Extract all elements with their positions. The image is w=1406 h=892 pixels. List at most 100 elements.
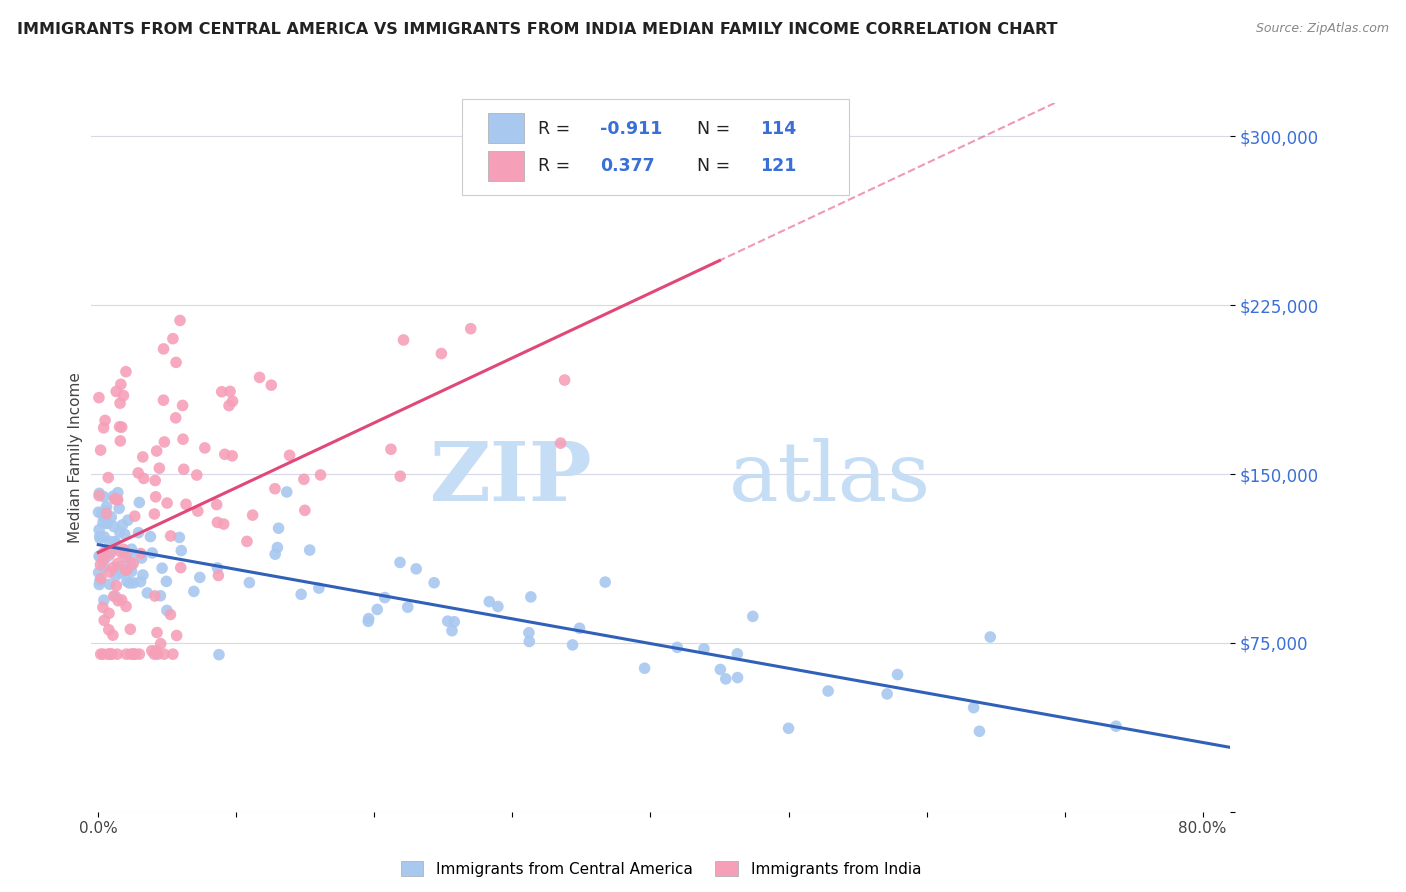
Point	[127, 466, 149, 480]
Point	[561, 638, 583, 652]
Point	[207, 516, 229, 530]
Point	[267, 521, 290, 535]
Point	[87, 489, 110, 503]
Point	[666, 640, 689, 655]
Point	[170, 560, 193, 574]
Point	[93, 560, 115, 574]
Point	[170, 543, 193, 558]
Point	[104, 535, 127, 549]
Point	[153, 435, 176, 450]
Point	[96, 507, 118, 521]
Point	[104, 568, 127, 582]
Point	[89, 577, 111, 591]
Point	[205, 498, 228, 512]
FancyBboxPatch shape	[488, 151, 524, 180]
Point	[111, 559, 134, 574]
Point	[436, 614, 458, 628]
Point	[107, 593, 129, 607]
Point	[100, 510, 122, 524]
Point	[156, 603, 179, 617]
Point	[93, 551, 115, 566]
Point	[108, 396, 131, 410]
Point	[115, 599, 138, 614]
Point	[266, 541, 288, 555]
Point	[294, 503, 316, 517]
Point	[124, 509, 146, 524]
Text: atlas: atlas	[730, 439, 931, 518]
Point	[89, 574, 111, 588]
Point	[146, 647, 169, 661]
Point	[120, 622, 142, 636]
Point	[214, 447, 236, 461]
Point	[93, 553, 115, 567]
Y-axis label: Median Family Income: Median Family Income	[67, 372, 83, 542]
Point	[101, 560, 124, 574]
Point	[89, 529, 111, 543]
Point	[194, 441, 217, 455]
Point	[114, 527, 136, 541]
Point	[105, 492, 128, 507]
Text: IMMIGRANTS FROM CENTRAL AMERICA VS IMMIGRANTS FROM INDIA MEDIAN FAMILY INCOME CO: IMMIGRANTS FROM CENTRAL AMERICA VS IMMIG…	[17, 22, 1057, 37]
Point	[120, 558, 142, 573]
Point	[278, 448, 301, 462]
Point	[120, 550, 142, 565]
Point	[115, 549, 138, 564]
Point	[111, 420, 134, 434]
Point	[155, 574, 177, 589]
Point	[100, 647, 122, 661]
Point	[122, 647, 145, 661]
Point	[486, 599, 509, 614]
Point	[145, 644, 167, 658]
Text: N =: N =	[697, 157, 731, 176]
Point	[105, 647, 128, 661]
Point	[110, 566, 132, 580]
Point	[98, 577, 121, 591]
Point	[128, 495, 150, 509]
Point	[111, 517, 134, 532]
Point	[443, 615, 465, 629]
Point	[159, 529, 181, 543]
Point	[149, 589, 172, 603]
Point	[115, 574, 138, 589]
Text: 121: 121	[759, 157, 796, 176]
Point	[292, 472, 315, 486]
Point	[108, 560, 131, 574]
Point	[111, 546, 134, 560]
Point	[98, 607, 121, 621]
Point	[100, 546, 122, 560]
Point	[517, 634, 540, 648]
Point	[122, 557, 145, 571]
Point	[114, 563, 136, 577]
FancyBboxPatch shape	[488, 113, 524, 143]
Point	[90, 506, 112, 520]
Point	[568, 621, 591, 635]
Point	[104, 491, 127, 506]
Point	[186, 468, 208, 483]
Text: -0.911: -0.911	[600, 120, 662, 138]
Point	[169, 530, 191, 544]
Point	[114, 563, 136, 577]
Point	[103, 519, 125, 533]
Point	[101, 628, 124, 642]
Point	[741, 609, 763, 624]
Point	[388, 556, 411, 570]
Point	[89, 532, 111, 546]
Point	[129, 547, 152, 561]
Point	[107, 485, 129, 500]
Point	[159, 607, 181, 622]
Point	[242, 508, 264, 522]
Point	[87, 566, 110, 580]
Point	[236, 534, 259, 549]
Point	[110, 377, 132, 392]
Text: 114: 114	[759, 120, 796, 138]
Point	[221, 394, 243, 409]
Point	[93, 490, 115, 504]
Point	[128, 647, 150, 661]
Point	[264, 482, 287, 496]
Point	[423, 575, 446, 590]
Point	[96, 500, 118, 514]
Point	[112, 545, 135, 559]
Point	[162, 647, 184, 661]
Point	[211, 384, 233, 399]
Point	[249, 370, 271, 384]
